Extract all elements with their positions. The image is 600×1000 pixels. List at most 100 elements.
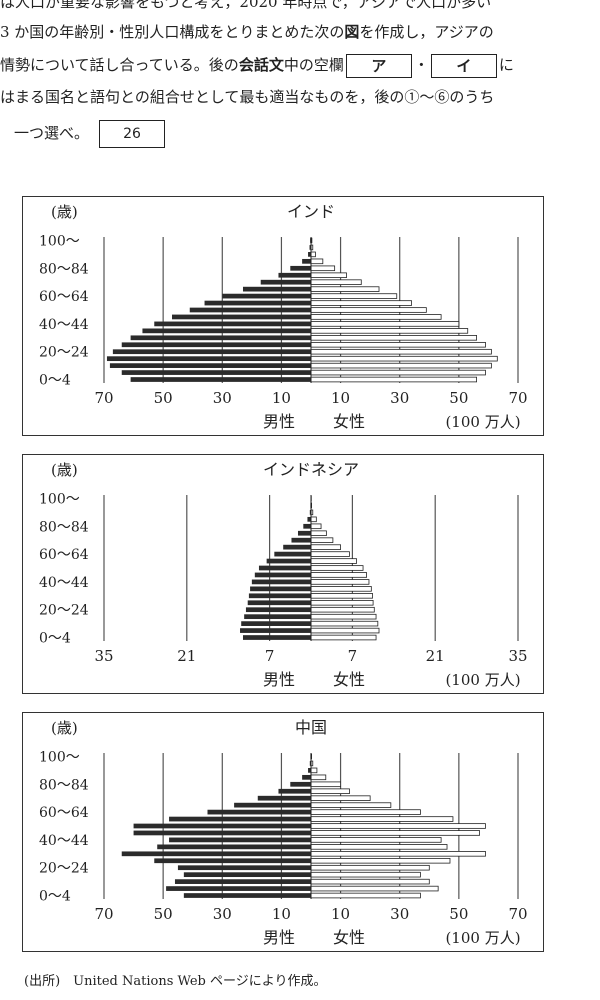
female-bar	[310, 606, 375, 613]
age-tick-label: 40～44	[39, 575, 89, 591]
x-tick-label: 50	[449, 905, 468, 923]
male-bar	[245, 607, 311, 613]
blank-a: ア	[345, 54, 412, 78]
female-bar	[310, 565, 364, 571]
male-bar	[290, 781, 311, 787]
chart-title: 中国	[295, 718, 327, 737]
x-tick-label: 30	[213, 389, 232, 407]
age-tick-label: 20～24	[39, 345, 89, 361]
female-bar	[310, 572, 367, 578]
intro-line-3d: に	[498, 56, 514, 74]
x-tick-label: 10	[272, 905, 291, 923]
blank-i: イ	[430, 54, 497, 78]
male-bar	[242, 635, 311, 640]
female-bar	[310, 774, 327, 781]
female-bar	[310, 558, 357, 564]
male-bar	[297, 530, 311, 536]
age-tick-label: 80～84	[39, 261, 89, 277]
female-bar	[310, 279, 362, 285]
male-bar	[309, 761, 311, 766]
pyramid-chart-china: 中国 (歳) 100～ 80～84 60～64 40～44 20～24 0～4 70 50 30 10…	[39, 718, 528, 947]
x-tick-label: 10	[331, 905, 350, 923]
male-bar	[112, 349, 311, 355]
male-bar	[177, 865, 311, 871]
female-bar	[310, 362, 492, 369]
male-bar	[240, 628, 311, 633]
blank-separator: ・	[413, 56, 429, 74]
male-bar	[207, 809, 311, 815]
male-bar	[291, 537, 311, 543]
female-bar	[310, 328, 469, 334]
female-bar	[310, 300, 412, 306]
female-bar	[310, 613, 377, 620]
male-bar	[309, 510, 311, 515]
female-bar	[310, 307, 427, 313]
male-bar	[308, 768, 311, 773]
female-bar	[310, 864, 430, 871]
female-bar	[310, 767, 318, 774]
x-tick-label: 30	[390, 389, 409, 407]
x-tick-label: 7	[265, 647, 275, 665]
x-tick-label: 50	[449, 389, 468, 407]
female-bar	[310, 265, 336, 272]
intro-line-2c: を作成し，アジアの	[359, 23, 494, 41]
male-bar	[166, 886, 311, 891]
x-tick-label: 30	[390, 905, 409, 923]
male-bar	[154, 321, 311, 327]
female-label: 女性	[333, 412, 365, 431]
male-label: 男性	[263, 412, 295, 431]
male-bar	[274, 551, 311, 557]
female-bar	[310, 816, 454, 822]
female-bar	[310, 286, 380, 292]
x-tick-label: 50	[154, 905, 173, 923]
female-bar	[310, 537, 334, 543]
female-bar	[310, 530, 327, 537]
male-bar	[172, 314, 311, 320]
female-label: 女性	[333, 670, 365, 689]
x-tick-label: 10	[272, 389, 291, 407]
chart-title: インドネシア	[263, 460, 359, 479]
male-bar	[248, 593, 311, 599]
x-tick-label: 50	[154, 389, 173, 407]
female-bar	[310, 314, 442, 320]
intro-line-4: はまる国名と語句との組合せとして最も適当なものを，後の①～⑥のうち	[0, 88, 495, 106]
male-bar	[302, 258, 311, 264]
intro-line-2a: 3 か国の年齢別・性別人口構成をとりまとめた次の	[0, 23, 345, 41]
age-tick-label: 40～44	[39, 317, 89, 333]
female-bar	[310, 634, 377, 641]
age-tick-label: 0～4	[39, 889, 71, 905]
female-bar	[310, 599, 374, 606]
pyramid-chart-indonesia: インドネシア (歳) 100～ 80～84 60～64 40～44 20～24 0～4 35 21…	[39, 460, 528, 689]
female-bar	[310, 258, 324, 265]
male-bar	[258, 565, 311, 571]
y-axis-label: (歳)	[51, 461, 78, 479]
pyramid-panel-india: インド (歳) 100～ 80～84 60～64 40～44 20～24 0～4 70 50 30 1…	[22, 196, 544, 436]
intro-line-1: は人口が重要な影響をもつと考え，2020 年時点で，アジアで人口が多い	[0, 0, 492, 11]
male-bar	[260, 279, 311, 285]
male-bar	[169, 837, 311, 843]
source-note: (出所) United Nations Web ページにより作成。	[24, 974, 327, 989]
female-bar	[310, 335, 478, 341]
x-tick-label: 70	[94, 389, 113, 407]
female-bar	[310, 857, 451, 864]
chart-title: インド	[287, 202, 335, 221]
female-bar	[310, 620, 379, 627]
male-bar	[307, 516, 311, 522]
male-bar	[222, 293, 311, 299]
female-bar	[310, 272, 347, 279]
female-bar	[310, 251, 316, 258]
female-bar	[310, 795, 371, 801]
male-bar	[234, 802, 311, 808]
male-bar	[157, 844, 311, 850]
male-bar	[133, 830, 311, 836]
female-bar	[310, 355, 498, 362]
female-bar	[310, 516, 317, 523]
male-bar	[189, 307, 311, 313]
female-bar	[310, 781, 341, 788]
male-bar	[121, 342, 311, 348]
male-bar	[133, 823, 311, 829]
age-tick-label: 60～64	[39, 547, 89, 563]
answer-number-box: 26	[99, 120, 166, 148]
intro-line-2: 3 か国の年齢別・性別人口構成をとりまとめた次の図を作成し，アジアの	[0, 17, 494, 47]
female-bar	[310, 788, 350, 795]
